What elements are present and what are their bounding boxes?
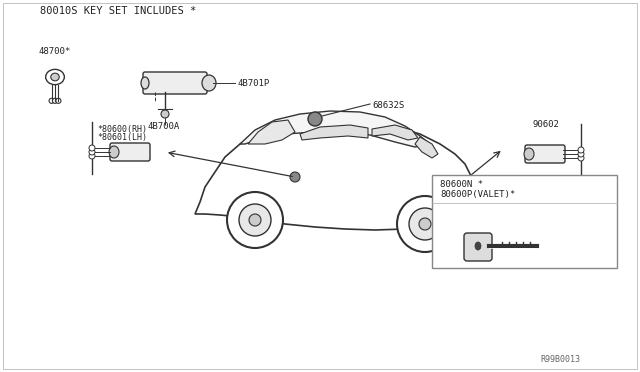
Text: *80601(LH): *80601(LH) bbox=[97, 133, 147, 142]
Circle shape bbox=[89, 145, 95, 151]
Polygon shape bbox=[372, 125, 418, 140]
Text: 80010S KEY SET INCLUDES *: 80010S KEY SET INCLUDES * bbox=[40, 6, 196, 16]
Ellipse shape bbox=[141, 77, 149, 89]
Polygon shape bbox=[248, 120, 295, 144]
Polygon shape bbox=[195, 120, 472, 230]
Circle shape bbox=[453, 179, 463, 189]
Circle shape bbox=[56, 98, 61, 103]
Circle shape bbox=[227, 192, 283, 248]
FancyBboxPatch shape bbox=[525, 145, 565, 163]
Circle shape bbox=[308, 112, 322, 126]
Circle shape bbox=[89, 149, 95, 155]
FancyBboxPatch shape bbox=[110, 143, 150, 161]
Text: 80600P(VALET)*: 80600P(VALET)* bbox=[440, 190, 515, 199]
Bar bbox=[432, 175, 617, 268]
Circle shape bbox=[578, 147, 584, 153]
Text: *80600(RH): *80600(RH) bbox=[97, 125, 147, 134]
Text: R99B0013: R99B0013 bbox=[540, 355, 580, 364]
Ellipse shape bbox=[475, 242, 481, 250]
Text: 68632S: 68632S bbox=[372, 101, 404, 110]
Ellipse shape bbox=[202, 75, 216, 91]
FancyBboxPatch shape bbox=[464, 233, 492, 261]
Circle shape bbox=[290, 172, 300, 182]
Ellipse shape bbox=[51, 73, 60, 81]
Text: 4B700A: 4B700A bbox=[147, 122, 179, 131]
Polygon shape bbox=[240, 111, 430, 147]
Circle shape bbox=[397, 196, 453, 252]
Circle shape bbox=[161, 110, 169, 118]
FancyBboxPatch shape bbox=[143, 72, 207, 94]
Text: 90602: 90602 bbox=[533, 120, 560, 129]
Circle shape bbox=[419, 218, 431, 230]
Text: 48700*: 48700* bbox=[38, 47, 70, 56]
Circle shape bbox=[49, 98, 54, 103]
Circle shape bbox=[249, 214, 261, 226]
Circle shape bbox=[239, 204, 271, 236]
Circle shape bbox=[409, 208, 441, 240]
Circle shape bbox=[578, 151, 584, 157]
Ellipse shape bbox=[524, 148, 534, 160]
Circle shape bbox=[52, 98, 58, 103]
Text: 4B701P: 4B701P bbox=[237, 79, 269, 88]
Circle shape bbox=[89, 153, 95, 159]
Circle shape bbox=[578, 155, 584, 161]
Polygon shape bbox=[300, 125, 368, 140]
Polygon shape bbox=[415, 137, 438, 158]
Ellipse shape bbox=[45, 69, 65, 85]
Text: 80600N *: 80600N * bbox=[440, 180, 483, 189]
Ellipse shape bbox=[109, 146, 119, 158]
